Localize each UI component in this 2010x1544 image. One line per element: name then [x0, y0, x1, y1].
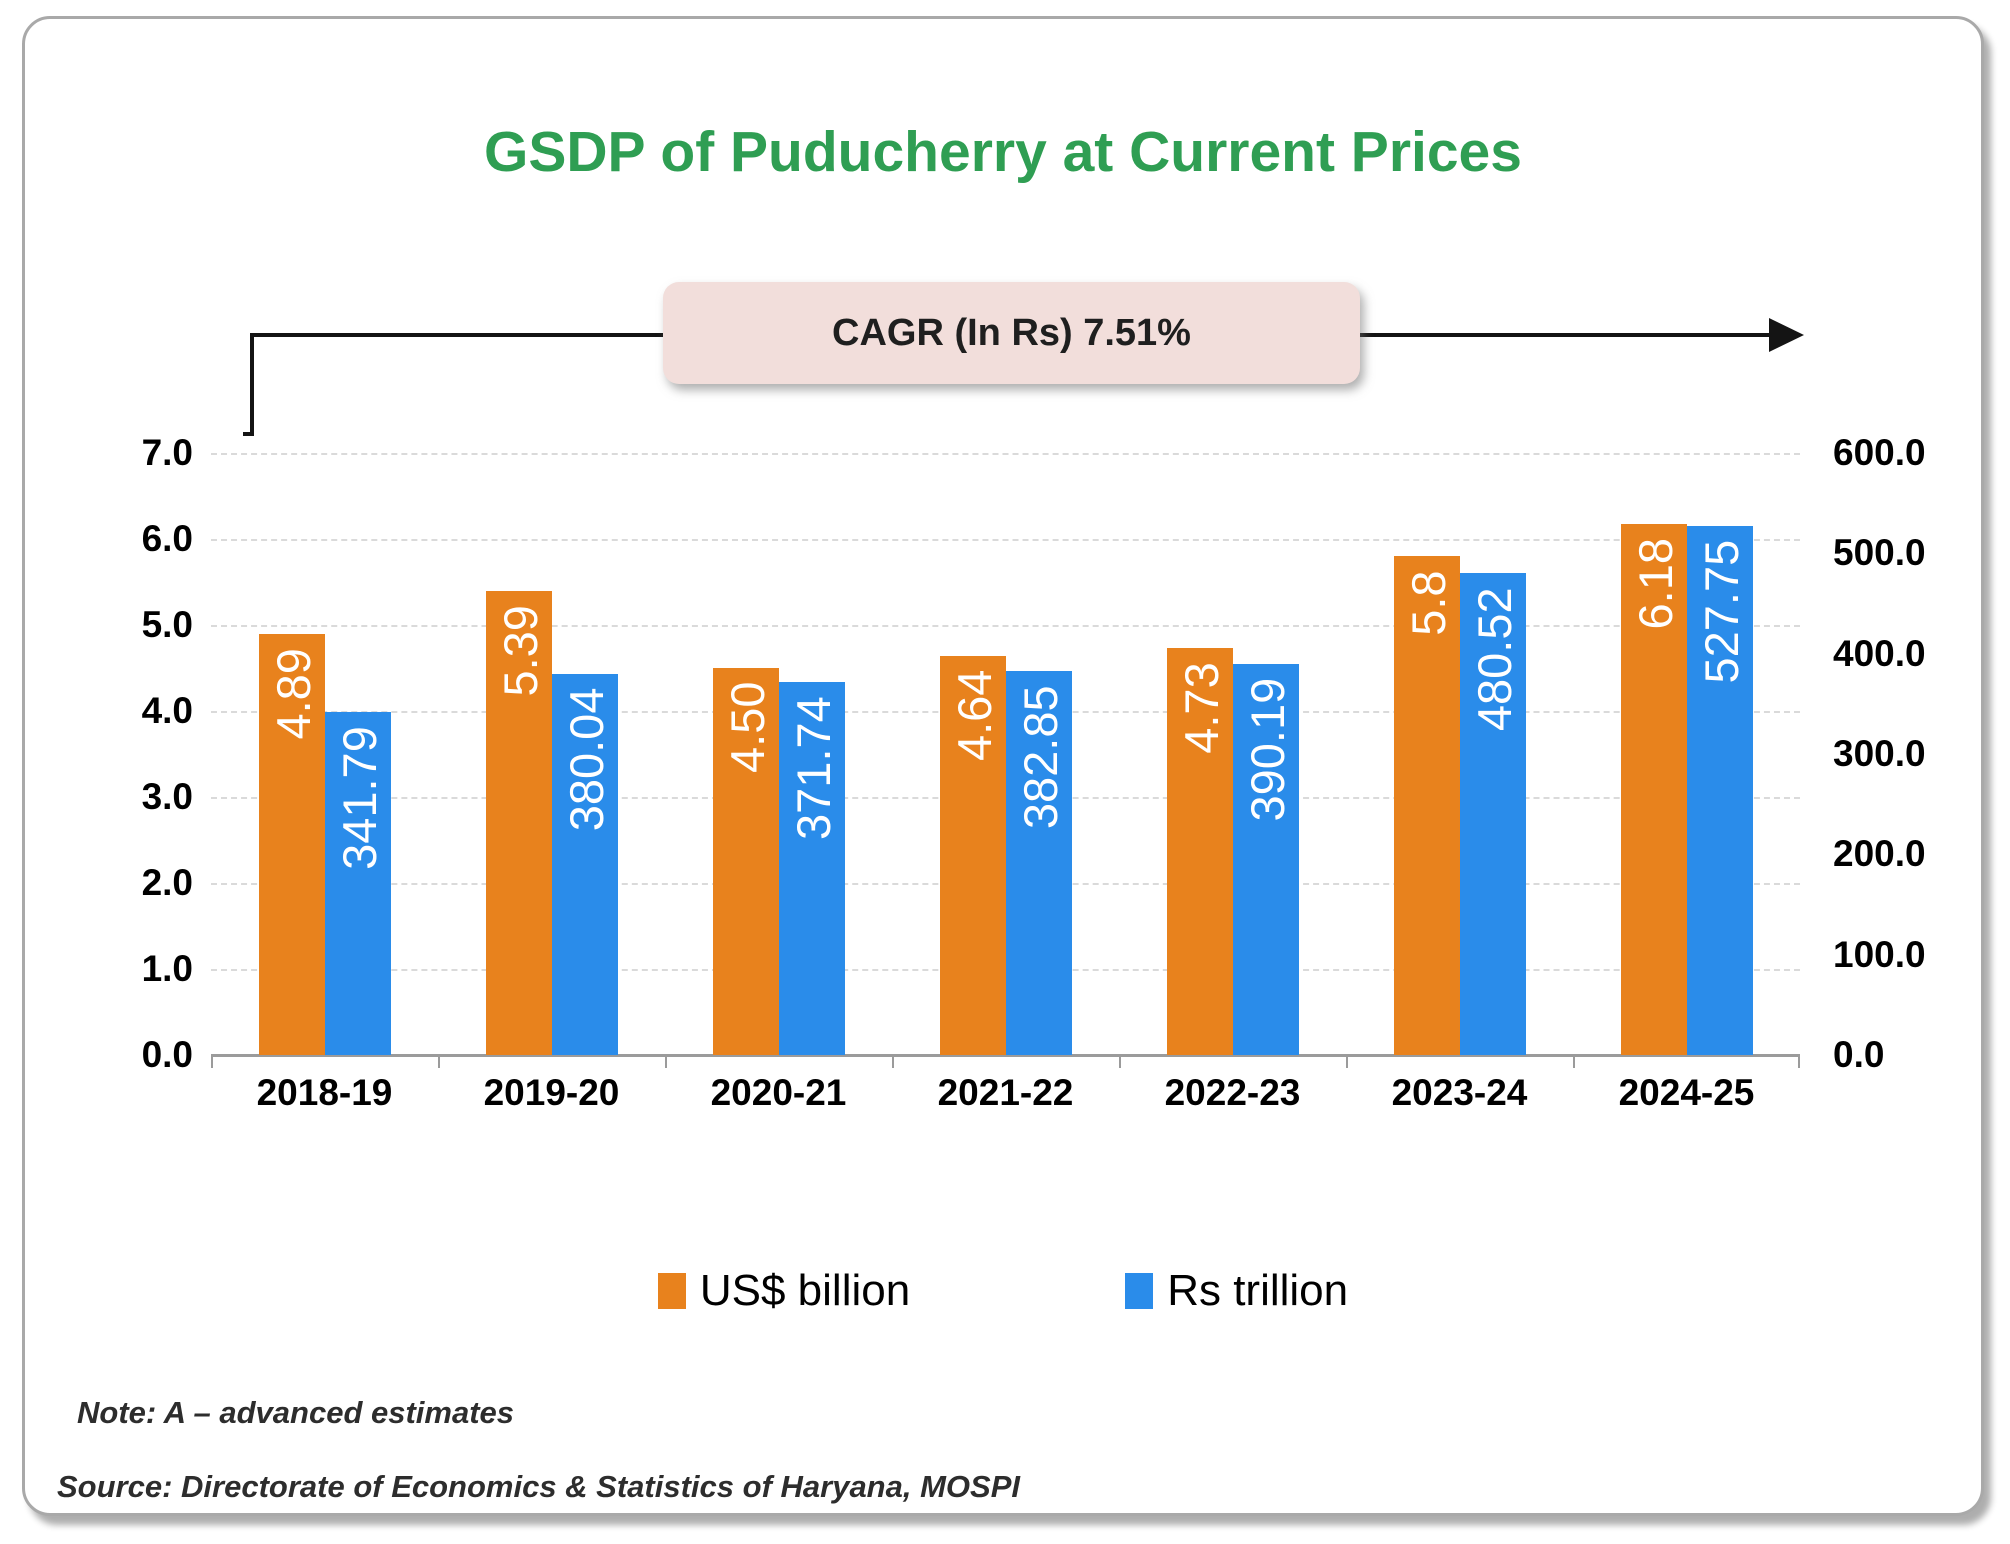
x-axis-tick — [1798, 1055, 1800, 1068]
legend-swatch-blue — [1125, 1273, 1154, 1309]
y-axis-label-right: 100.0 — [1833, 933, 1926, 975]
bar-value-label: 382.85 — [1013, 684, 1067, 829]
bar-value-label: 4.89 — [266, 648, 320, 740]
bar-value-label: 341.79 — [332, 726, 386, 870]
category-label: 2024-25 — [1618, 1072, 1755, 1113]
x-axis-tick — [892, 1055, 894, 1068]
category-label: 2021-22 — [937, 1072, 1074, 1113]
y-axis-label-left: 4.0 — [141, 690, 193, 731]
bar-value-label: 4.50 — [720, 682, 774, 774]
x-axis-tick — [211, 1055, 213, 1068]
chart-legend: US$ billion Rs trillion — [25, 1259, 1981, 1323]
bar-value-label: 4.64 — [947, 669, 1001, 762]
y-axis-label-right: 400.0 — [1833, 632, 1926, 674]
bar-rs-trillion: 390.19 — [1232, 663, 1299, 1055]
y-axis-label-right: 500.0 — [1833, 532, 1926, 574]
plot-area: 4.89 341.79 5.39 380.04 4.50 371.74 4.64 382.85… — [211, 453, 1800, 1068]
y-axis-label-left: 2.0 — [141, 862, 193, 903]
bar-rs-trillion: 382.85 — [1005, 670, 1072, 1055]
bar-us-billion: 6.18 — [1620, 523, 1687, 1055]
legend-item-us-billion: US$ billion — [657, 1266, 911, 1316]
bar-rs-trillion: 371.74 — [778, 682, 845, 1055]
bar-group: 5.8 480.52 — [1346, 453, 1573, 1055]
bar-group: 6.18 527.75 — [1573, 453, 1800, 1055]
legend-swatch-orange — [657, 1273, 686, 1309]
x-axis-tick — [1346, 1055, 1348, 1068]
x-axis-line — [211, 1054, 1800, 1057]
y-axis-label-right: 200.0 — [1833, 833, 1926, 875]
y-axis-label-right: 300.0 — [1833, 733, 1926, 774]
x-axis-tick — [1573, 1055, 1575, 1068]
x-axis-tick — [438, 1055, 440, 1068]
legend-label-rs-trillion: Rs trillion — [1167, 1266, 1349, 1315]
bar-value-label: 480.52 — [1467, 586, 1521, 731]
bar-us-billion: 4.73 — [1166, 648, 1233, 1055]
bar-rs-trillion: 380.04 — [551, 673, 618, 1055]
category-label: 2022-23 — [1164, 1072, 1301, 1113]
bar-value-label: 5.8 — [1401, 570, 1455, 636]
legend-item-rs-trillion: Rs trillion — [1125, 1266, 1348, 1316]
category-label: 2023-24 — [1391, 1072, 1528, 1113]
gridline — [211, 539, 1800, 541]
bar-value-label: 390.19 — [1240, 677, 1294, 822]
legend-label-us-billion: US$ billion — [699, 1266, 911, 1315]
source-text: Source: Directorate of Economics & Stati… — [57, 1469, 1020, 1504]
y-axis-label-left: 0.0 — [141, 1034, 193, 1075]
bar-group: 5.39 380.04 — [438, 453, 665, 1055]
bar-rs-trillion: 341.79 — [324, 712, 391, 1055]
y-axis-label-left: 5.0 — [141, 604, 193, 645]
y-axis-label-left: 1.0 — [141, 948, 193, 989]
bar-us-billion: 4.89 — [258, 634, 325, 1055]
bar-value-label: 527.75 — [1694, 539, 1748, 684]
y-axis-label-right: 600.0 — [1833, 432, 1926, 473]
chart-card: GSDP of Puducherry at Current Prices CAG… — [22, 16, 1984, 1516]
cagr-arrowhead — [1769, 318, 1804, 352]
bar-value-label: 380.04 — [559, 687, 613, 832]
chart-title: GSDP of Puducherry at Current Prices — [484, 120, 1522, 184]
bar-group: 4.89 341.79 — [211, 453, 438, 1055]
bar-us-billion: 5.8 — [1393, 556, 1460, 1055]
bar-group: 4.50 371.74 — [665, 453, 892, 1055]
note-text: Note: A – advanced estimates — [77, 1395, 515, 1430]
category-label: 2018-19 — [256, 1072, 393, 1113]
bar-us-billion: 5.39 — [485, 591, 552, 1055]
x-axis-tick — [665, 1055, 667, 1068]
bar-rs-trillion: 527.75 — [1686, 525, 1753, 1055]
cagr-annotation-label: CAGR (In Rs) 7.51% — [832, 311, 1191, 354]
y-axis-label-right: 0.0 — [1833, 1034, 1885, 1075]
bar-value-label: 371.74 — [786, 696, 840, 840]
bar-us-billion: 4.50 — [712, 668, 779, 1055]
bar-group: 4.64 382.85 — [892, 453, 1119, 1055]
x-axis-tick — [1119, 1055, 1121, 1068]
bar-us-billion: 4.64 — [939, 655, 1006, 1055]
bar-rs-trillion: 480.52 — [1459, 572, 1526, 1055]
bar-value-label: 5.39 — [493, 605, 547, 697]
y-axis-label-left: 3.0 — [141, 776, 193, 817]
bar-group: 4.73 390.19 — [1119, 453, 1346, 1055]
bar-value-label: 6.18 — [1628, 537, 1682, 630]
gridline — [211, 453, 1800, 455]
y-axis-label-left: 6.0 — [141, 518, 193, 559]
y-axis-label-left: 7.0 — [141, 432, 193, 473]
bar-value-label: 4.73 — [1174, 662, 1228, 754]
category-label: 2020-21 — [710, 1072, 847, 1113]
category-label: 2019-20 — [483, 1072, 620, 1113]
cagr-annotation-box: CAGR (In Rs) 7.51% — [663, 282, 1360, 384]
gridline — [211, 625, 1800, 627]
